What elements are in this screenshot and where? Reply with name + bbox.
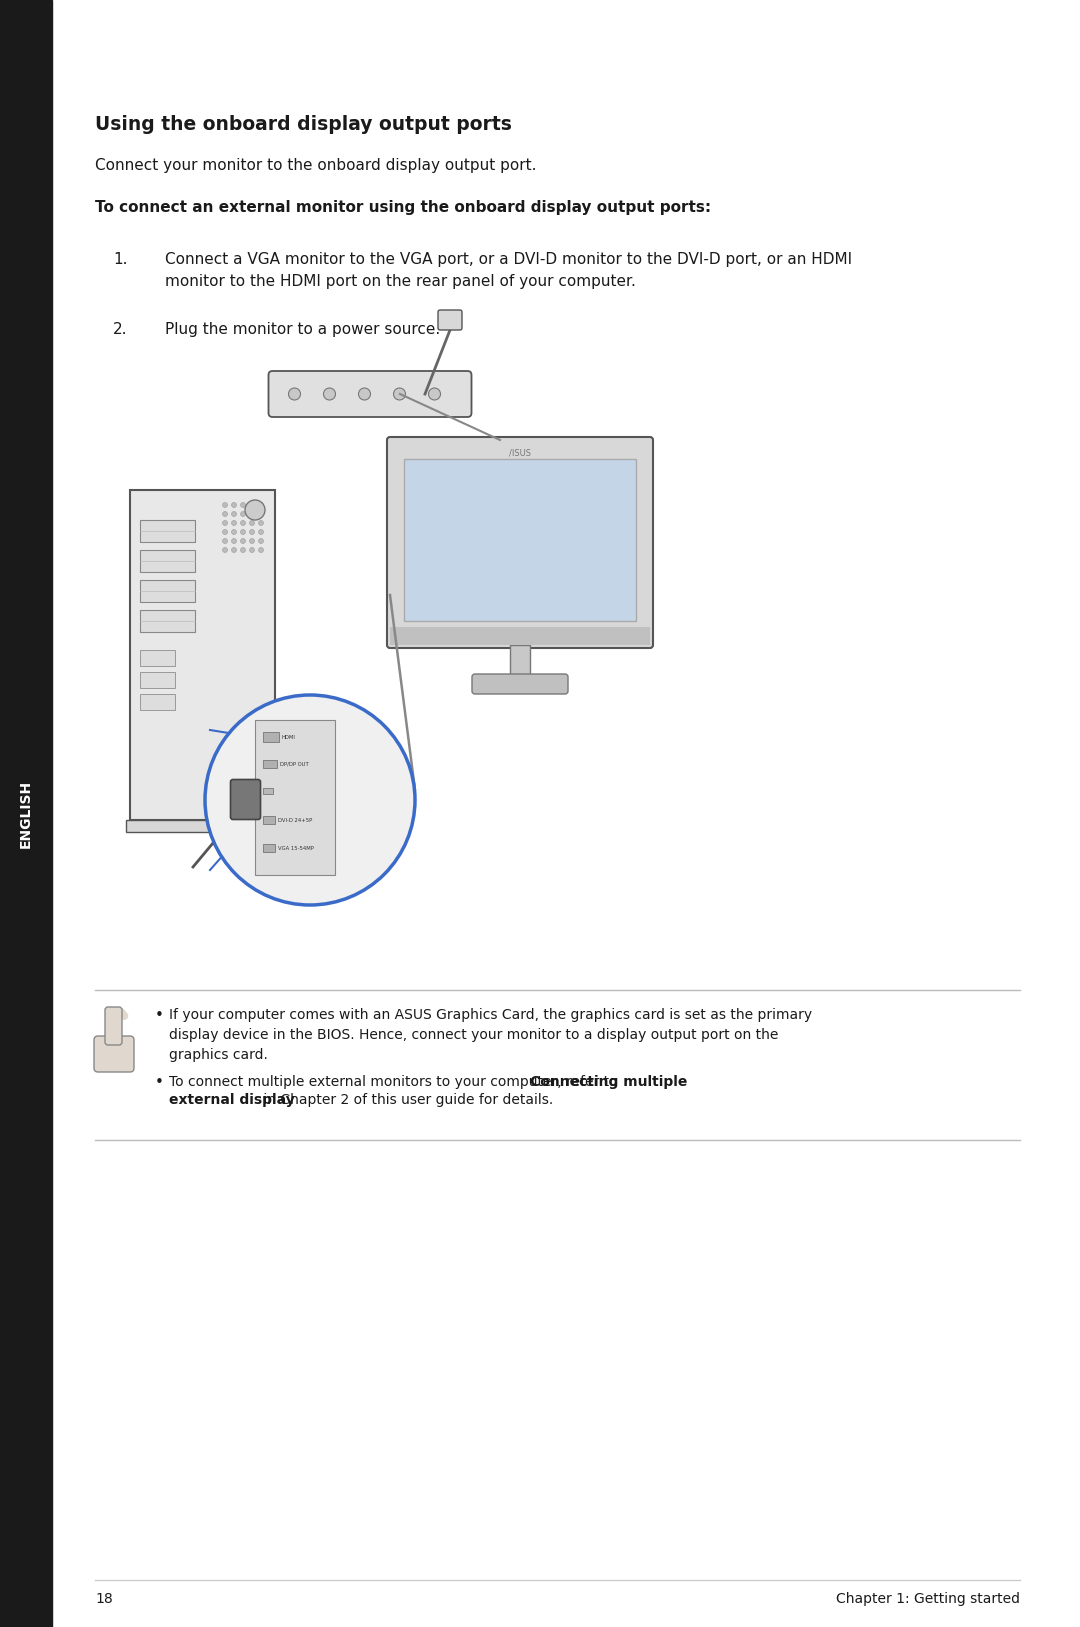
- Text: •: •: [156, 1009, 164, 1023]
- Circle shape: [429, 387, 441, 400]
- Circle shape: [231, 503, 237, 508]
- Circle shape: [288, 387, 300, 400]
- Text: •: •: [156, 1075, 164, 1090]
- Circle shape: [258, 548, 264, 553]
- Text: Chapter 1: Getting started: Chapter 1: Getting started: [836, 1591, 1020, 1606]
- Text: Connect a VGA monitor to the VGA port, or a DVI-D monitor to the DVI-D port, or : Connect a VGA monitor to the VGA port, o…: [165, 252, 852, 290]
- Circle shape: [231, 511, 237, 516]
- Bar: [126, 820, 279, 831]
- Bar: [0, 0, 52, 1627]
- Text: external display: external display: [168, 1093, 295, 1106]
- Circle shape: [393, 387, 405, 400]
- Bar: [140, 695, 175, 709]
- Circle shape: [258, 521, 264, 526]
- Circle shape: [245, 499, 265, 521]
- Text: To connect an external monitor using the onboard display output ports:: To connect an external monitor using the…: [95, 200, 711, 215]
- Bar: [390, 626, 650, 644]
- Circle shape: [222, 529, 228, 535]
- FancyBboxPatch shape: [230, 779, 260, 820]
- FancyBboxPatch shape: [269, 371, 472, 417]
- Bar: [140, 610, 195, 631]
- Text: 18: 18: [95, 1591, 112, 1606]
- Circle shape: [231, 529, 237, 535]
- Bar: [253, 778, 269, 784]
- Text: Plug the monitor to a power source.: Plug the monitor to a power source.: [165, 322, 441, 337]
- Circle shape: [258, 529, 264, 535]
- Circle shape: [241, 548, 245, 553]
- Bar: [264, 732, 279, 742]
- Circle shape: [359, 387, 370, 400]
- Text: 2.: 2.: [113, 322, 127, 337]
- FancyBboxPatch shape: [438, 311, 462, 330]
- Text: If your computer comes with an ASUS Graphics Card, the graphics card is set as t: If your computer comes with an ASUS Grap…: [168, 1009, 812, 1062]
- Text: in Chapter 2 of this user guide for details.: in Chapter 2 of this user guide for deta…: [258, 1093, 553, 1106]
- Text: /ISUS: /ISUS: [509, 447, 531, 457]
- Circle shape: [241, 521, 245, 526]
- Bar: [510, 644, 530, 677]
- Circle shape: [231, 539, 237, 543]
- Circle shape: [231, 521, 237, 526]
- Circle shape: [205, 695, 415, 905]
- Circle shape: [222, 503, 228, 508]
- Circle shape: [258, 539, 264, 543]
- Bar: [249, 731, 272, 810]
- Bar: [404, 459, 636, 622]
- Text: 1.: 1.: [113, 252, 127, 267]
- FancyBboxPatch shape: [94, 1036, 134, 1072]
- Circle shape: [249, 511, 255, 516]
- Circle shape: [249, 521, 255, 526]
- Text: ENGLISH: ENGLISH: [19, 779, 33, 848]
- Circle shape: [249, 539, 255, 543]
- Circle shape: [249, 548, 255, 553]
- Text: Connect your monitor to the onboard display output port.: Connect your monitor to the onboard disp…: [95, 158, 537, 172]
- Text: VGA 15-54MP: VGA 15-54MP: [278, 846, 314, 851]
- FancyBboxPatch shape: [387, 438, 653, 648]
- Bar: [253, 735, 269, 744]
- Bar: [264, 844, 275, 853]
- Bar: [253, 763, 269, 771]
- Text: Connecting multiple: Connecting multiple: [530, 1075, 687, 1088]
- Circle shape: [241, 529, 245, 535]
- FancyBboxPatch shape: [472, 674, 568, 695]
- Circle shape: [241, 539, 245, 543]
- Bar: [140, 579, 195, 602]
- Bar: [264, 787, 273, 794]
- Text: DP/DP OUT: DP/DP OUT: [280, 761, 309, 766]
- Circle shape: [222, 511, 228, 516]
- Circle shape: [222, 539, 228, 543]
- Bar: [253, 748, 269, 757]
- Circle shape: [249, 529, 255, 535]
- Text: DVI-D 24+5P: DVI-D 24+5P: [278, 817, 312, 823]
- Bar: [130, 490, 275, 820]
- Circle shape: [258, 503, 264, 508]
- Bar: [140, 651, 175, 665]
- Circle shape: [241, 511, 245, 516]
- Bar: [255, 721, 335, 875]
- Bar: [264, 760, 276, 768]
- Bar: [140, 550, 195, 573]
- Text: HDMI: HDMI: [282, 734, 296, 740]
- Bar: [140, 672, 175, 688]
- Circle shape: [222, 548, 228, 553]
- Circle shape: [258, 511, 264, 516]
- Text: To connect multiple external monitors to your computer, refer to: To connect multiple external monitors to…: [168, 1075, 622, 1088]
- Bar: [140, 521, 195, 542]
- Circle shape: [241, 503, 245, 508]
- Circle shape: [222, 521, 228, 526]
- Bar: [253, 791, 269, 799]
- FancyBboxPatch shape: [105, 1007, 122, 1045]
- Bar: [264, 817, 275, 823]
- Text: Using the onboard display output ports: Using the onboard display output ports: [95, 116, 512, 133]
- Circle shape: [231, 548, 237, 553]
- Circle shape: [324, 387, 336, 400]
- Circle shape: [249, 503, 255, 508]
